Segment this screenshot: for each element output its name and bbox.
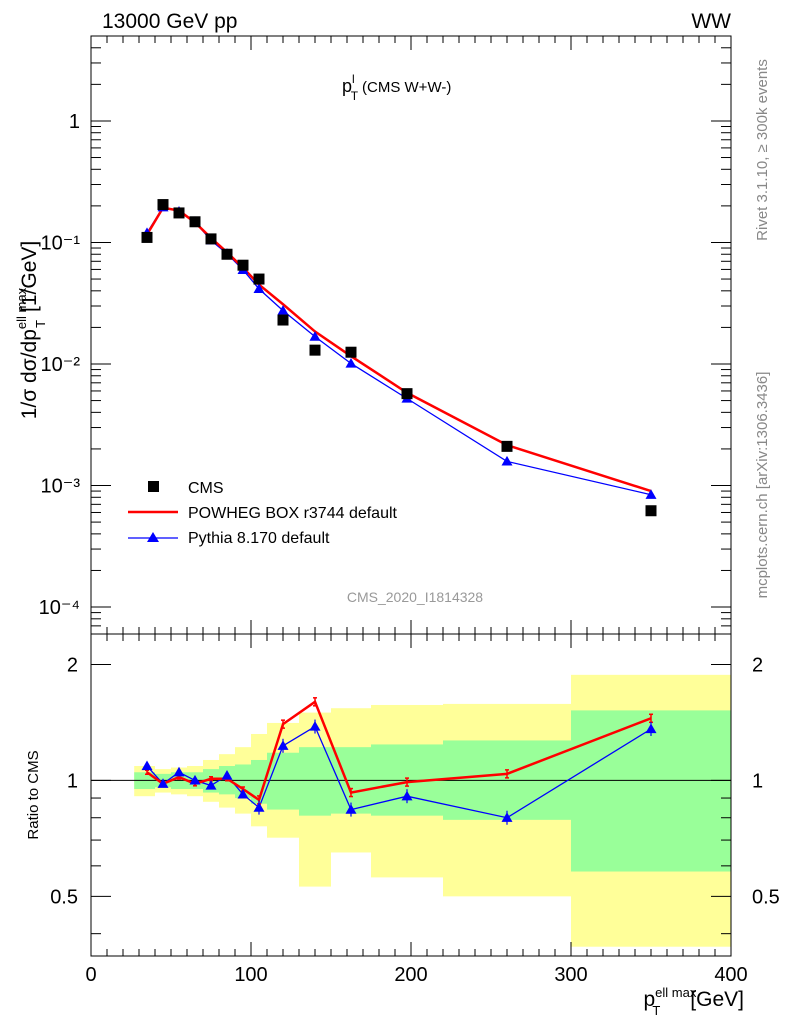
band-inner-7 bbox=[251, 759, 267, 804]
ratio-pythia-point bbox=[401, 790, 413, 801]
cms-point bbox=[309, 344, 321, 356]
ratio-bands bbox=[134, 674, 731, 947]
header-left: 13000 GeV pp bbox=[102, 10, 237, 33]
legend-marker-pythia bbox=[147, 532, 159, 542]
cms-point bbox=[345, 346, 357, 358]
x-tick-label: 0 bbox=[85, 964, 96, 986]
ratio-pythia-point bbox=[141, 760, 153, 771]
legend-label-pythia: Pythia 8.170 default bbox=[188, 530, 330, 547]
side-label-mcplots: mcplots.cern.ch [arXiv:1306.3436] bbox=[754, 372, 771, 599]
pythia-point bbox=[345, 357, 357, 368]
x-axis-label: pell max T [GeV] bbox=[643, 985, 744, 1018]
main-y-tick-label: 10⁻¹ bbox=[41, 232, 81, 254]
ratio-pythia-point bbox=[645, 723, 657, 734]
plot-title-main: p bbox=[342, 76, 352, 96]
x-label-sub: T bbox=[652, 1003, 660, 1018]
plot-title: pl T (CMS W+W-) bbox=[342, 72, 451, 103]
y-label-unit: [1/GeV] bbox=[18, 241, 41, 312]
cms-point bbox=[277, 314, 289, 326]
x-label-unit: [GeV] bbox=[690, 988, 744, 1011]
band-inner-13 bbox=[571, 710, 731, 872]
x-tick-label: 300 bbox=[554, 964, 587, 986]
ratio-pythia-point bbox=[309, 721, 321, 731]
main-series bbox=[141, 199, 657, 517]
pythia-point bbox=[501, 455, 513, 466]
ratio-y-tick-label-right: 0.5 bbox=[752, 886, 780, 908]
ratio-y-tick-label-right: 2 bbox=[752, 654, 763, 676]
ratio-y-tick-label-right: 1 bbox=[752, 770, 763, 792]
cms-point bbox=[221, 248, 233, 260]
pythia-point bbox=[253, 283, 265, 294]
main-frame bbox=[90, 35, 732, 635]
band-inner-8 bbox=[267, 752, 299, 810]
x-label-main: p bbox=[643, 988, 655, 1011]
legend: CMS POWHEG BOX r3744 default Pythia 8.17… bbox=[128, 480, 398, 547]
x-tick-label: 400 bbox=[714, 964, 747, 986]
header-right: WW bbox=[691, 10, 731, 33]
ratio-y-tick-label: 1 bbox=[67, 770, 78, 792]
y-axis-label-ratio: Ratio to CMS bbox=[25, 750, 42, 839]
ratio-pythia-point bbox=[253, 802, 265, 812]
ratio-y-tick-label: 0.5 bbox=[50, 886, 78, 908]
ratio-pythia-point bbox=[345, 804, 357, 814]
pythia-point bbox=[645, 489, 657, 499]
ratio-pythia-point bbox=[277, 740, 289, 750]
cms-point bbox=[401, 388, 413, 400]
cms-point bbox=[141, 231, 153, 243]
band-inner-9 bbox=[299, 747, 331, 816]
ratio-y-tick-label: 2 bbox=[67, 654, 78, 676]
y-label-prefix: 1/σ dσ/dp bbox=[18, 329, 41, 419]
legend-label-cms: CMS bbox=[188, 480, 224, 497]
main-y-tick-label: 10⁻² bbox=[41, 354, 81, 376]
ratio-pythia-point bbox=[189, 774, 201, 785]
cms-point bbox=[253, 273, 265, 285]
pythia-point bbox=[277, 305, 289, 315]
ratio-pythia-point bbox=[173, 766, 185, 777]
ratio-series bbox=[141, 697, 657, 825]
y-label-sup: ell max bbox=[14, 287, 29, 329]
ratio-pythia-point bbox=[221, 769, 233, 780]
main-axes: 10⁻⁴ 10⁻³ 10⁻² 10⁻¹ 1 bbox=[39, 35, 732, 635]
ratio-axes: 0 100 200 300 400 0.5 0.5 1 1 2 2 bbox=[50, 633, 780, 986]
cms-point bbox=[205, 233, 217, 245]
x-tick-label: 100 bbox=[234, 964, 267, 986]
legend-marker-cms bbox=[148, 481, 159, 492]
cms-point bbox=[173, 207, 185, 219]
ratio-pythia-point bbox=[501, 812, 513, 822]
y-label-sub: T bbox=[33, 320, 48, 328]
plot-title-sup: l bbox=[352, 72, 355, 86]
plot-title-sub: T bbox=[351, 89, 359, 103]
y-axis-label-main: 1/σ dσ/dpell max T [1/GeV] bbox=[14, 241, 48, 420]
side-label-rivet: Rivet 3.1.10, ≥ 300k events bbox=[754, 59, 771, 241]
pythia-point bbox=[309, 331, 321, 341]
main-y-tick-label: 10⁻⁴ bbox=[39, 597, 80, 619]
cms-point bbox=[645, 505, 657, 517]
main-y-tick-label: 1 bbox=[69, 111, 80, 133]
ratio-pythia-point bbox=[237, 788, 249, 799]
watermark: CMS_2020_I1814328 bbox=[347, 589, 483, 605]
cms-point bbox=[237, 259, 249, 271]
x-label-sup: ell max bbox=[655, 985, 697, 1000]
main-y-tick-label: 10⁻³ bbox=[41, 476, 81, 498]
plot-title-rest: (CMS W+W-) bbox=[362, 79, 451, 96]
cms-point bbox=[189, 216, 201, 228]
ratio-powheg-line bbox=[146, 699, 652, 802]
cms-point bbox=[501, 440, 513, 452]
ratio-pythia-point bbox=[157, 778, 169, 788]
cms-point bbox=[157, 199, 169, 211]
ratio-pythia-point bbox=[205, 780, 217, 790]
legend-label-powheg: POWHEG BOX r3744 default bbox=[188, 505, 398, 522]
x-tick-label: 200 bbox=[394, 964, 427, 986]
